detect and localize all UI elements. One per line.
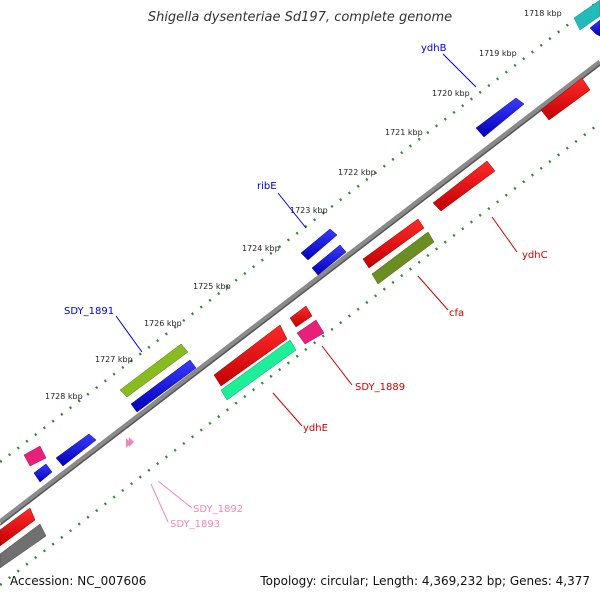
gene-label-ydhB[interactable]: ydhB: [421, 43, 447, 54]
gene-ribE-2-arrow[interactable]: [311, 244, 347, 276]
gene-gray-bottom-left[interactable]: [0, 523, 47, 569]
inner-tick-track: [0, 122, 600, 586]
callout-ydhB: [442, 53, 477, 88]
gene-label-SDY_1891[interactable]: SDY_1891: [64, 306, 114, 317]
gene-blue-1728-arrow[interactable]: [130, 359, 197, 413]
gene-pink-left[interactable]: [23, 445, 47, 467]
callout-ydhC: [491, 216, 518, 253]
gene-labels: ydhB ribE SDY_1891 ydhC cfa SDY_1889 ydh…: [64, 43, 548, 530]
scale-label-1722: 1722 kbp: [338, 168, 376, 177]
callout-cfa: [417, 275, 449, 311]
callout-SDY_1893: [150, 483, 169, 523]
scale-labels: 1718 kbp 1719 kbp 1720 kbp 1721 kbp 1722…: [45, 9, 562, 401]
gene-ydhE-arrow[interactable]: [220, 339, 297, 401]
rna-SDY_1893-glyph[interactable]: [129, 437, 134, 447]
scale-label-1721: 1721 kbp: [385, 128, 423, 137]
gene-red-bottom-left[interactable]: [0, 507, 36, 547]
gene-blue-small-arrow[interactable]: [33, 463, 53, 483]
gene-label-ribE[interactable]: ribE: [257, 181, 277, 192]
gene-red-right[interactable]: [540, 77, 591, 121]
genome-title: Shigella dysenteriae Sd197, complete gen…: [147, 10, 453, 25]
callout-lines: [115, 53, 518, 523]
gene-label-SDY_1889[interactable]: SDY_1889: [355, 382, 405, 393]
gene-red-small[interactable]: [289, 305, 313, 328]
genome-summary-text: Topology: circular; Length: 4,369,232 bp…: [260, 574, 590, 588]
genome-backbone: [0, 60, 600, 524]
scale-label-1728: 1728 kbp: [45, 392, 83, 401]
rna-features: [126, 437, 134, 448]
genome-backbone-shadow: [0, 64, 600, 526]
gene-SDY_1891-arrow[interactable]: [119, 343, 189, 398]
gene-ydhB-arrow[interactable]: [475, 97, 525, 138]
scale-label-1718: 1718 kbp: [524, 9, 562, 18]
gene-label-SDY_1892[interactable]: SDY_1892: [193, 504, 243, 515]
gene-cfa-arrow[interactable]: [371, 231, 435, 285]
gene-red-mid[interactable]: [362, 218, 425, 269]
gene-label-SDY_1893[interactable]: SDY_1893: [170, 519, 220, 530]
gene-ydhC-arrow[interactable]: [432, 160, 496, 212]
callout-SDY_1889: [321, 345, 353, 386]
callout-SDY_1891: [115, 315, 143, 353]
gene-label-ydhC[interactable]: ydhC: [522, 250, 548, 261]
minus-strand-genes: [0, 77, 591, 569]
plus-strand-genes: [23, 0, 600, 483]
outer-tick-track: [0, 0, 600, 463]
gene-cyan-top[interactable]: [573, 0, 600, 31]
callout-ydhE: [272, 392, 303, 427]
gene-blue-left-arrow[interactable]: [55, 433, 97, 467]
scale-label-1719: 1719 kbp: [479, 49, 517, 58]
gene-SDY_1889-box[interactable]: [296, 319, 325, 345]
gene-red-ydhE-upper[interactable]: [213, 324, 288, 387]
scale-label-1727: 1727 kbp: [95, 355, 133, 364]
gene-blue-top-right[interactable]: [589, 19, 600, 37]
gene-ribE-arrow[interactable]: [300, 228, 338, 261]
gene-label-cfa[interactable]: cfa: [449, 308, 464, 319]
scale-label-1723: 1723 kbp: [290, 206, 328, 215]
scale-label-1720: 1720 kbp: [432, 89, 470, 98]
rna-SDY_1892-glyph[interactable]: [126, 438, 131, 448]
callout-ribE: [277, 192, 307, 229]
scale-label-1726: 1726 kbp: [144, 319, 182, 328]
callout-SDY_1892: [157, 480, 193, 509]
scale-label-1724: 1724 kbp: [242, 244, 280, 253]
gene-label-ydhE[interactable]: ydhE: [303, 423, 328, 434]
scale-label-1725: 1725 kbp: [193, 282, 231, 291]
accession-text: Accession: NC_007606: [10, 574, 147, 588]
